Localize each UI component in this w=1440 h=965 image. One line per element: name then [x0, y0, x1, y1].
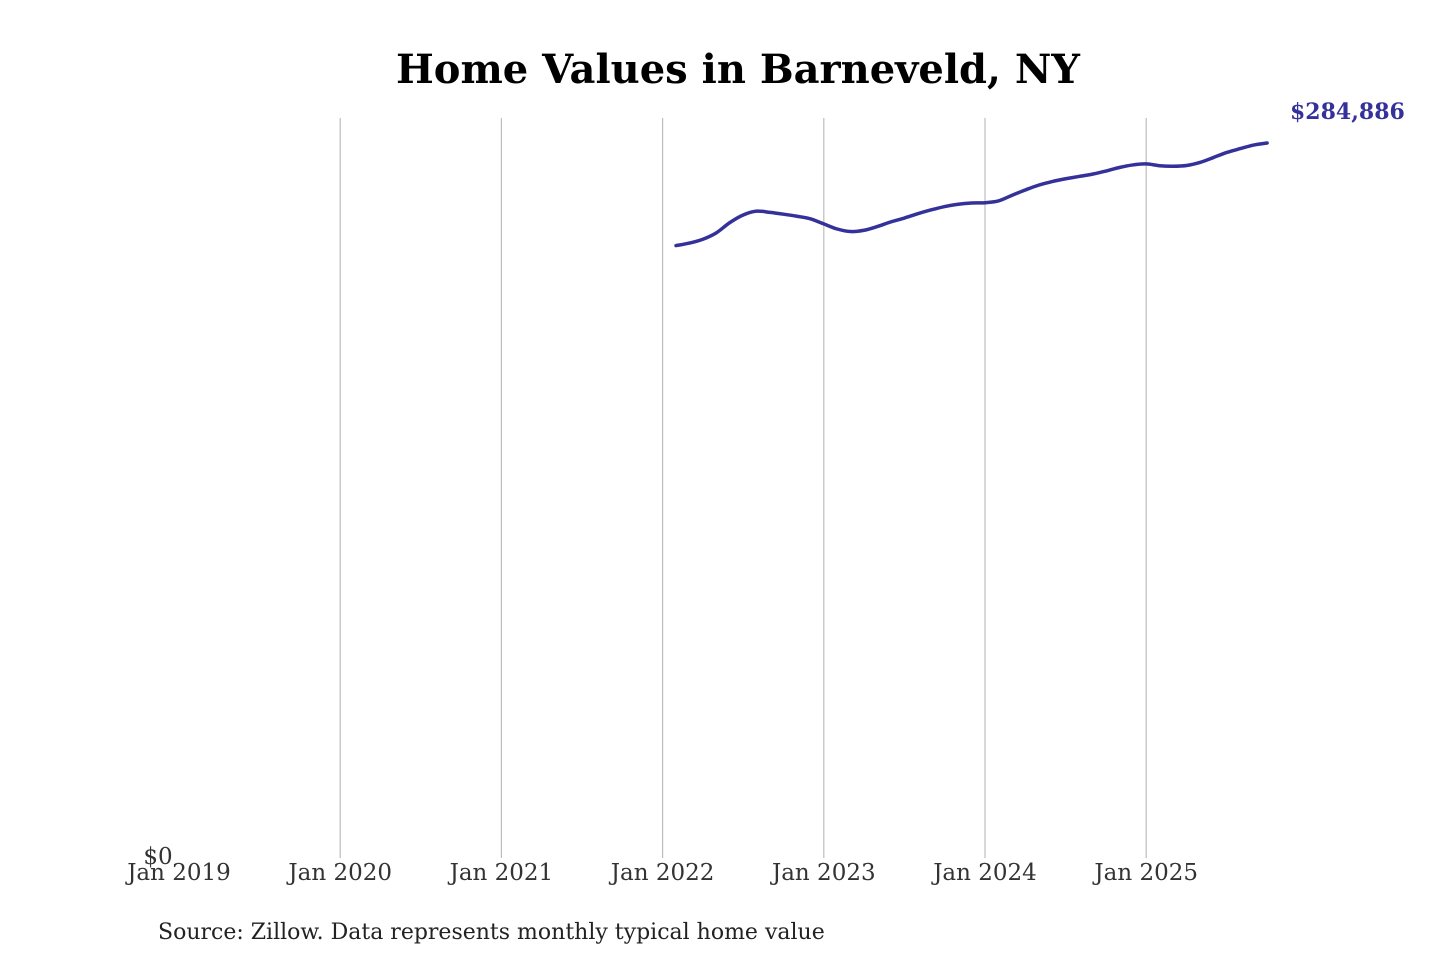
x-tick-label: Jan 2020: [286, 860, 392, 886]
x-tick-label: Jan 2024: [931, 860, 1037, 886]
x-tick-label: Jan 2022: [609, 860, 715, 886]
x-tick-label: Jan 2023: [770, 860, 876, 886]
x-tick-label: Jan 2021: [448, 860, 554, 886]
grid-lines: [339, 118, 1147, 858]
x-tick-label: Jan 2019: [125, 860, 231, 886]
y-tick-label: $0: [143, 844, 172, 870]
chart-title: Home Values in Barneveld, NY: [396, 46, 1080, 93]
end-value-label: $284,886: [1290, 99, 1405, 125]
series-layer: [674, 141, 1269, 248]
x-tick-label: Jan 2025: [1092, 860, 1198, 886]
series-line: [674, 141, 1269, 248]
x-axis-ticks: Jan 2019 Jan 2020 Jan 2021 Jan 2022 Jan 2023…: [125, 860, 1198, 886]
y-axis-ticks: $0: [143, 844, 172, 870]
source-note: Source: Zillow. Data represents monthly …: [158, 920, 825, 945]
